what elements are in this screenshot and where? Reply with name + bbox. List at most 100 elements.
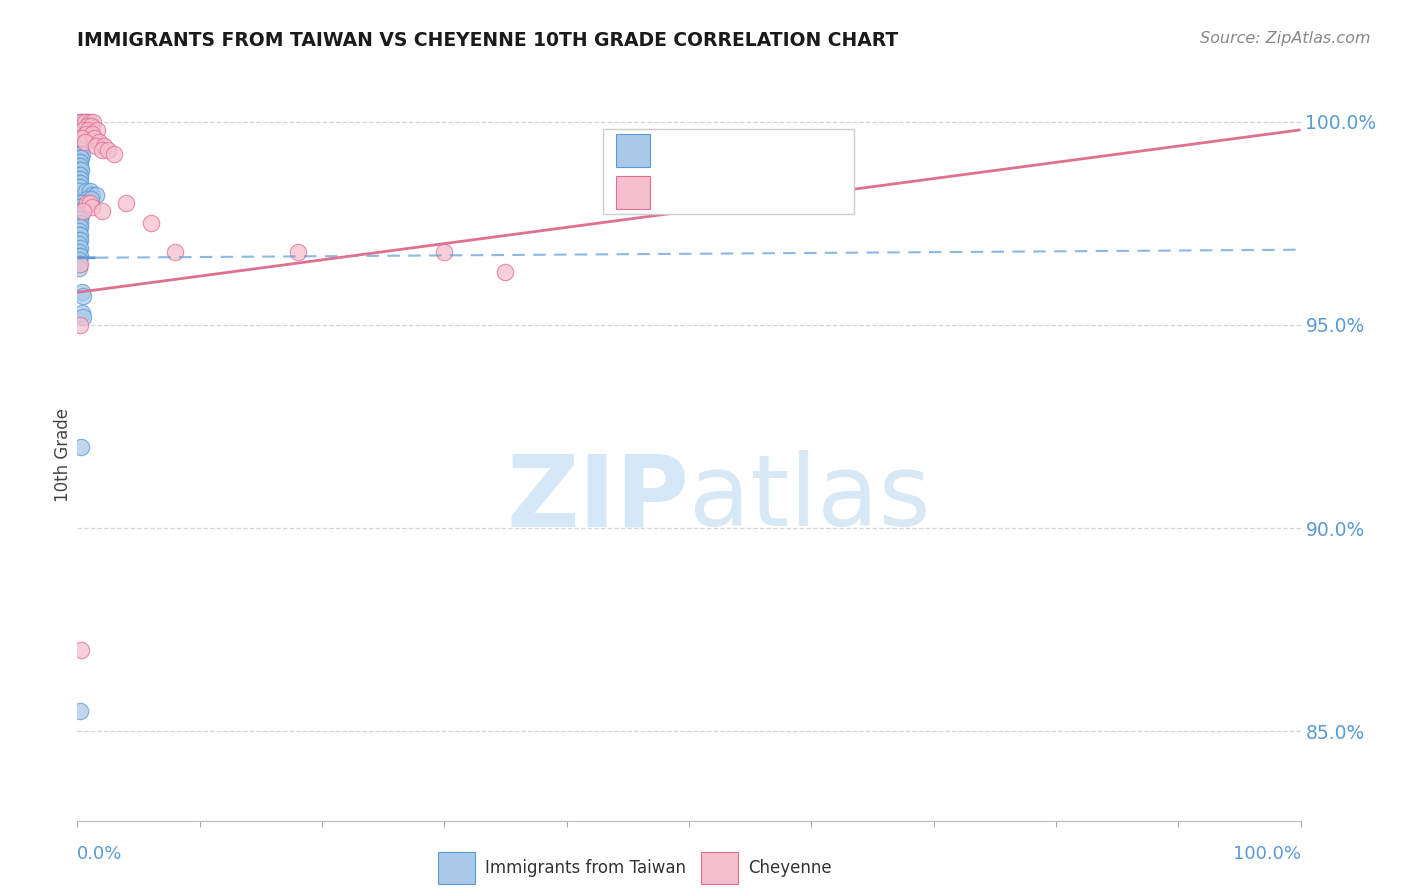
Point xyxy=(70,147,93,161)
Point xyxy=(67,257,90,271)
Point xyxy=(67,236,90,251)
Point xyxy=(84,139,107,153)
Text: 0.0%: 0.0% xyxy=(77,845,122,863)
Point xyxy=(69,228,91,243)
Point xyxy=(69,196,91,211)
FancyBboxPatch shape xyxy=(439,852,475,884)
Point xyxy=(67,212,90,227)
Point xyxy=(67,216,90,230)
Point xyxy=(165,244,187,259)
Point xyxy=(69,163,91,178)
Point xyxy=(69,200,91,214)
Point xyxy=(70,143,93,157)
Point xyxy=(69,143,91,157)
Point xyxy=(67,176,90,190)
Point xyxy=(72,204,94,219)
FancyBboxPatch shape xyxy=(603,129,853,213)
Point xyxy=(67,228,90,243)
Point xyxy=(90,204,112,219)
FancyBboxPatch shape xyxy=(616,135,650,167)
Point xyxy=(115,196,138,211)
Text: ZIP: ZIP xyxy=(506,450,689,548)
Point xyxy=(69,160,91,174)
Point xyxy=(67,249,90,263)
Point xyxy=(72,119,94,133)
Point xyxy=(67,151,90,165)
Point xyxy=(77,123,100,137)
Point xyxy=(69,249,91,263)
Point xyxy=(93,139,115,153)
Point xyxy=(69,131,91,145)
Point xyxy=(80,127,103,141)
Point xyxy=(495,265,517,279)
Point xyxy=(70,139,93,153)
Point xyxy=(73,131,96,145)
Point xyxy=(76,192,98,206)
Point xyxy=(139,216,162,230)
Point xyxy=(69,241,91,255)
Text: 100.0%: 100.0% xyxy=(1233,845,1301,863)
Point xyxy=(70,163,93,178)
Point xyxy=(69,127,91,141)
Point xyxy=(70,643,93,657)
Point xyxy=(73,135,96,149)
Point xyxy=(73,119,96,133)
Point xyxy=(75,184,97,198)
Point xyxy=(75,114,97,128)
Point xyxy=(67,244,90,259)
Text: Source: ZipAtlas.com: Source: ZipAtlas.com xyxy=(1201,31,1371,46)
Point xyxy=(80,119,103,133)
Point xyxy=(70,135,93,149)
Point xyxy=(80,187,103,202)
Point xyxy=(69,155,91,169)
FancyBboxPatch shape xyxy=(616,177,650,209)
Point xyxy=(70,127,93,141)
Point xyxy=(103,147,125,161)
Point xyxy=(67,139,90,153)
Point xyxy=(72,135,94,149)
Text: R = 0.002: R = 0.002 xyxy=(662,142,752,160)
Point xyxy=(69,216,91,230)
Point xyxy=(79,114,101,128)
Point xyxy=(70,139,93,153)
Point xyxy=(69,212,91,227)
Point xyxy=(69,257,91,271)
Point xyxy=(433,244,456,259)
Point xyxy=(75,127,97,141)
Text: IMMIGRANTS FROM TAIWAN VS CHEYENNE 10TH GRADE CORRELATION CHART: IMMIGRANTS FROM TAIWAN VS CHEYENNE 10TH … xyxy=(77,31,898,50)
Point xyxy=(69,114,91,128)
Point xyxy=(70,151,93,165)
Point xyxy=(69,135,91,149)
Point xyxy=(89,135,111,149)
Point xyxy=(70,119,93,133)
Point xyxy=(287,244,309,259)
Point xyxy=(90,143,112,157)
Point xyxy=(69,179,91,194)
Point xyxy=(69,168,91,182)
Point xyxy=(75,127,97,141)
Text: Immigrants from Taiwan: Immigrants from Taiwan xyxy=(485,859,686,877)
Point xyxy=(67,171,90,186)
Text: N = 34: N = 34 xyxy=(762,184,830,202)
Point xyxy=(76,119,98,133)
Point xyxy=(67,143,90,157)
Point xyxy=(67,155,90,169)
Point xyxy=(69,147,91,161)
Point xyxy=(67,135,90,149)
Point xyxy=(69,208,91,222)
Point xyxy=(69,139,91,153)
Point xyxy=(97,143,120,157)
Point xyxy=(67,233,90,247)
Point xyxy=(76,196,98,211)
Text: atlas: atlas xyxy=(689,450,931,548)
Y-axis label: 10th Grade: 10th Grade xyxy=(53,408,72,502)
Point xyxy=(67,184,90,198)
Point xyxy=(70,114,93,128)
Text: Cheyenne: Cheyenne xyxy=(748,859,831,877)
Point xyxy=(70,285,93,300)
Point xyxy=(73,114,96,128)
Point xyxy=(70,440,93,454)
Point xyxy=(67,252,90,267)
Point xyxy=(67,160,90,174)
Point xyxy=(69,123,91,137)
